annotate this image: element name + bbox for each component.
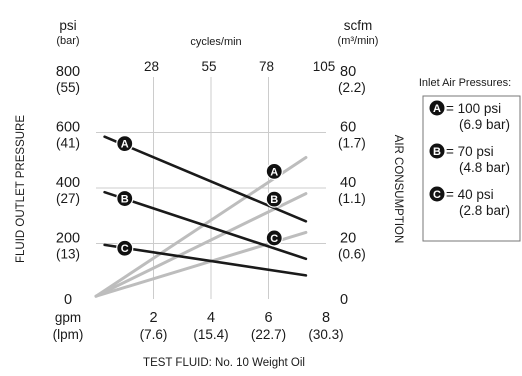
fluid-pressure-line-c <box>103 243 308 277</box>
legend-box <box>422 95 521 242</box>
top-axis-label: cycles/min <box>190 36 241 48</box>
left-tick-label: 400 <box>56 175 80 191</box>
curve-marker-c: C <box>116 239 134 257</box>
legend-letter: B <box>433 146 441 158</box>
x-tick-sublabel: (22.7) <box>251 327 286 342</box>
right-tick-label: 40 <box>340 175 356 191</box>
left-tick-sublabel: (13) <box>56 247 80 262</box>
right-unit-primary: scfm <box>344 18 373 33</box>
marker-letter: A <box>270 166 278 178</box>
x-axis-title: TEST FLUID: No. 10 Weight Oil <box>143 357 305 369</box>
curve-marker-b: B <box>265 190 283 208</box>
axes: psi (bar) scfm (m³/min) cycles/min gpm (… <box>15 18 404 369</box>
legend-title: Inlet Air Pressures: <box>419 77 511 89</box>
top-tick-label: 78 <box>259 59 274 74</box>
marker-badge <box>265 162 283 180</box>
legend-badge <box>429 186 445 202</box>
legend-letter: C <box>433 189 441 201</box>
left-unit-primary: psi <box>59 18 76 33</box>
right-tick-sublabel: (1.1) <box>338 191 366 206</box>
right-tick-label: 0 <box>340 292 348 308</box>
x-tick-label: 2 <box>149 310 157 326</box>
left-tick-label: 0 <box>64 292 72 308</box>
top-tick-label: 105 <box>313 59 336 74</box>
right-tick-sublabel: (2.2) <box>338 80 366 95</box>
right-tick-sublabel: (0.6) <box>338 247 366 262</box>
left-tick-sublabel: (41) <box>56 136 80 151</box>
marker-badge <box>265 229 283 247</box>
marker-letter: A <box>121 139 129 151</box>
marker-badge <box>265 190 283 208</box>
air-consumption-line-b <box>94 192 308 298</box>
curve-markers: A B C A B C <box>116 135 283 257</box>
marker-letter: B <box>121 194 129 206</box>
left-tick-sublabel: (27) <box>56 191 80 206</box>
marker-letter: C <box>121 243 129 255</box>
marker-badge <box>116 239 134 257</box>
grid <box>96 77 326 299</box>
right-tick-sublabel: (1.7) <box>338 136 366 151</box>
marker-letter: C <box>270 233 278 245</box>
left-axis-title: FLUID OUTLET PRESSURE <box>15 115 27 263</box>
curve-marker-a: A <box>265 162 283 180</box>
legend-value: = 70 psi <box>446 144 494 159</box>
marker-badge <box>116 135 134 153</box>
right-unit-secondary: (m³/min) <box>338 35 379 47</box>
left-tick-sublabel: (55) <box>56 80 80 95</box>
curve-marker-b: B <box>116 189 134 208</box>
legend-entry-a: A = 100 psi(6.9 bar) <box>429 100 510 132</box>
right-axis-title: AIR CONSUMPTION <box>392 135 404 244</box>
curve-marker-c: C <box>265 229 283 247</box>
legend-entry-b: B = 70 psi(4.8 bar) <box>429 143 510 175</box>
left-tick-label: 800 <box>56 64 80 80</box>
legend-subvalue: (2.8 bar) <box>459 203 510 218</box>
legend-value: = 100 psi <box>446 101 501 116</box>
x-tick-label: 6 <box>264 310 272 326</box>
x-tick-sublabel: (15.4) <box>193 327 228 342</box>
top-tick-label: 28 <box>144 59 159 74</box>
x-unit-primary: gpm <box>55 310 81 325</box>
legend-letter: A <box>433 103 441 115</box>
legend-entry-c: C = 40 psi(2.8 bar) <box>429 186 510 218</box>
air-consumption-line-a <box>94 156 308 298</box>
right-tick-label: 80 <box>340 64 356 80</box>
marker-letter: B <box>270 194 278 206</box>
right-tick-label: 60 <box>340 120 356 136</box>
x-tick-label: 8 <box>322 310 330 326</box>
legend: Inlet Air Pressures: A = 100 psi(6.9 bar)… <box>419 77 521 242</box>
fluid-pressure-line-b <box>103 190 308 261</box>
left-tick-label: 600 <box>56 120 80 136</box>
x-tick-sublabel: (30.3) <box>308 327 343 342</box>
legend-value: = 40 psi <box>446 187 494 202</box>
curve-marker-a: A <box>116 135 134 153</box>
x-unit-secondary: (lpm) <box>53 327 84 342</box>
x-tick-label: 4 <box>207 310 215 326</box>
x-tick-sublabel: (7.6) <box>140 327 168 342</box>
legend-subvalue: (4.8 bar) <box>459 160 510 175</box>
top-tick-label: 55 <box>201 59 216 74</box>
curves <box>94 135 308 298</box>
right-tick-label: 20 <box>340 231 356 247</box>
legend-badge <box>429 143 445 159</box>
left-unit-secondary: (bar) <box>56 35 79 47</box>
legend-badge <box>429 100 445 116</box>
left-tick-label: 200 <box>56 231 80 247</box>
legend-subvalue: (6.9 bar) <box>459 117 510 132</box>
marker-badge <box>116 189 134 208</box>
